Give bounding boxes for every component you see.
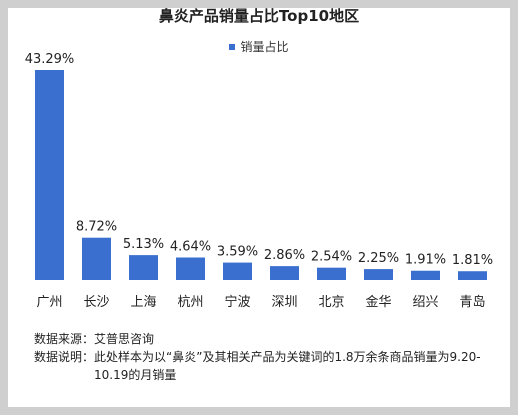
- category-label-6: 深圳: [271, 295, 297, 310]
- data-label-2: 8.72%: [76, 220, 117, 235]
- category-label-1: 广州: [36, 295, 62, 310]
- description-text: 此处样本为以“鼻炎”及其相关产品为关键词的1.8万余条商品销量为9.20-10.…: [94, 350, 481, 382]
- data-label-3: 5.13%: [123, 237, 164, 252]
- description-label: 数据说明：: [34, 350, 95, 364]
- legend: 销量占比: [0, 38, 518, 55]
- description-row: 数据说明： 此处样本为以“鼻炎”及其相关产品为关键词的1.8万余条商品销量为9.…: [34, 348, 504, 384]
- bar-10: [458, 271, 487, 280]
- data-label-4: 4.64%: [170, 239, 211, 254]
- category-label-9: 绍兴: [412, 295, 438, 310]
- category-label-3: 上海: [130, 295, 156, 310]
- legend-swatch: [229, 43, 236, 50]
- source-text: 艾普思咨询: [94, 332, 155, 346]
- legend-label: 销量占比: [240, 40, 289, 54]
- bar-2: [82, 237, 111, 280]
- bar-9: [411, 270, 440, 280]
- bar-5: [223, 262, 252, 280]
- bar-6: [270, 266, 299, 280]
- notes: 数据来源： 艾普思咨询 数据说明： 此处样本为以“鼻炎”及其相关产品为关键词的1…: [34, 330, 504, 384]
- data-label-6: 2.86%: [264, 248, 305, 263]
- category-label-8: 金华: [365, 294, 391, 310]
- bar-4: [176, 257, 205, 280]
- chart-title: 鼻炎产品销量占比Top10地区: [158, 7, 360, 25]
- bar-8: [364, 269, 393, 280]
- bar-7: [317, 267, 346, 280]
- data-label-10: 1.81%: [452, 253, 493, 268]
- category-label-4: 杭州: [177, 295, 203, 310]
- category-label-10: 青岛: [459, 294, 485, 310]
- category-label-2: 长沙: [83, 295, 109, 310]
- data-label-9: 1.91%: [405, 253, 446, 268]
- category-label-7: 北京: [318, 295, 344, 310]
- source-row: 数据来源： 艾普思咨询: [34, 330, 504, 348]
- data-label-8: 2.25%: [358, 251, 399, 266]
- bar-1: [35, 70, 64, 280]
- bar-3: [129, 255, 158, 280]
- source-label: 数据来源：: [34, 332, 95, 346]
- data-label-7: 2.54%: [311, 250, 352, 265]
- category-label-5: 宁波: [224, 294, 250, 310]
- data-label-1: 43.29%: [25, 52, 75, 67]
- data-label-5: 3.59%: [217, 245, 258, 260]
